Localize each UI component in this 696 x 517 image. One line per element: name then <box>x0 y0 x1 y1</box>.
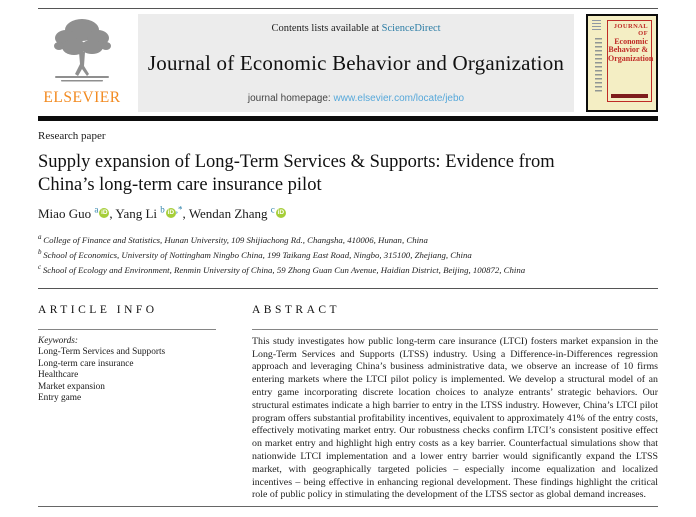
top-rule <box>38 8 658 9</box>
sciencedirect-link[interactable]: ScienceDirect <box>381 23 441 34</box>
cover-title-panel: JOURNAL OF Economic Behavior & Organizat… <box>607 20 654 102</box>
cover-publisher-icon <box>592 20 601 31</box>
affiliations: a College of Finance and Statistics, Hun… <box>38 231 658 276</box>
orcid-icon[interactable]: iD <box>99 208 110 218</box>
cover-title-line: Behavior & <box>608 45 648 55</box>
article-title: Supply expansion of Long-Term Services &… <box>38 151 658 197</box>
cover-bottom-bar <box>611 94 648 98</box>
cover-spine-text <box>595 38 602 94</box>
journal-banner: Contents lists available at ScienceDirec… <box>138 14 574 112</box>
article-info-rule <box>38 328 216 330</box>
journal-title: Journal of Economic Behavior and Organiz… <box>147 51 565 75</box>
elsevier-wordmark: ELSEVIER <box>43 89 121 106</box>
cover-title: JOURNAL OF Economic Behavior & Organizat… <box>608 21 654 64</box>
orcid-icon[interactable]: iD <box>165 208 176 218</box>
article-info-heading: ARTICLE INFO <box>38 303 158 316</box>
author: Miao Guo a iD, <box>38 204 116 221</box>
cover-title-line: Organization <box>608 54 654 64</box>
keywords-list: Long-Term Services and Supports Long-term… <box>38 347 216 405</box>
affiliation: a College of Finance and Statistics, Hun… <box>38 233 428 245</box>
author: Wendan Zhang c iD <box>188 204 286 221</box>
abstract-heading: ABSTRACT <box>252 303 341 316</box>
journal-homepage-link[interactable]: www.elsevier.com/locate/jebo <box>333 93 465 104</box>
contents-line: Contents lists available at ScienceDirec… <box>142 23 570 34</box>
cover-title-line: Economic <box>614 36 648 46</box>
homepage-prefix: journal homepage: <box>247 93 334 104</box>
bottom-rule <box>38 506 658 507</box>
header-divider-bar <box>38 116 658 121</box>
elsevier-tree-icon <box>49 14 115 88</box>
cover-title-line: JOURNAL OF <box>613 23 648 38</box>
corresponding-author-marker: ,* <box>175 204 183 215</box>
article-title-line: Supply expansion of Long-Term Services &… <box>38 152 555 172</box>
abstract-rule <box>252 328 658 330</box>
orcid-icon[interactable]: iD <box>275 208 286 218</box>
affiliation: c School of Ecology and Environment, Ren… <box>38 262 526 275</box>
abstract-column: ABSTRACT This study investigates how pub… <box>252 304 658 502</box>
article-info-column: ARTICLE INFO Keywords: Long-Term Service… <box>38 304 216 502</box>
affiliation: b School of Economics, University of Not… <box>38 247 472 260</box>
keyword-item: Long-Term Services and Supports <box>38 347 166 358</box>
keywords-label: Keywords: <box>38 335 78 346</box>
author: Yang Li b iD ,*, <box>115 204 189 221</box>
keyword-item: Long-term care insurance <box>38 358 134 369</box>
keyword-item: Entry game <box>38 393 82 404</box>
journal-cover-thumbnail[interactable]: JOURNAL OF Economic Behavior & Organizat… <box>586 14 658 112</box>
journal-header: ELSEVIER Contents lists available at Sci… <box>38 14 658 112</box>
article-body: Research paper Supply expansion of Long-… <box>38 128 658 502</box>
contents-line-prefix: Contents lists available at <box>271 23 382 34</box>
keyword-item: Healthcare <box>38 370 79 381</box>
abstract-text: This study investigates how public long-… <box>252 335 658 501</box>
authors-line: Miao Guo a iD, Yang Li b iD ,*, Wendan Zhan… <box>38 204 658 222</box>
article-title-line: China’s long-term care insurance pilot <box>38 175 322 195</box>
info-abstract-section: ARTICLE INFO Keywords: Long-Term Service… <box>38 304 658 502</box>
keyword-item: Market expansion <box>38 381 105 392</box>
section-rule <box>38 287 658 289</box>
elsevier-logo[interactable]: ELSEVIER <box>38 14 126 112</box>
homepage-line: journal homepage: www.elsevier.com/locat… <box>142 93 570 104</box>
article-type-label: Research paper <box>38 130 106 142</box>
